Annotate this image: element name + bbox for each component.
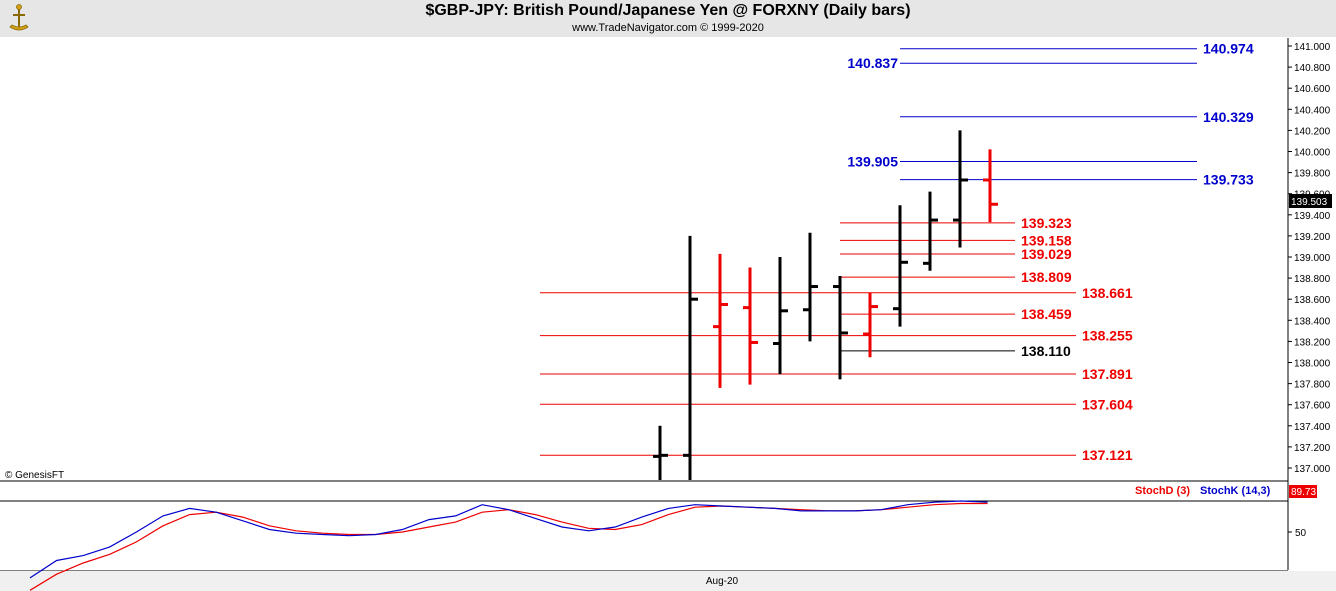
last-price-badge <box>1289 194 1332 208</box>
copyright-label: © GenesisFT <box>5 470 64 481</box>
ohlc-bar <box>653 425 668 480</box>
last-price-label: 139.503 <box>1291 197 1328 208</box>
stoch-d-legend: StochD (3) <box>1135 485 1190 497</box>
time-axis-band <box>0 571 1336 591</box>
y-tick-label: 137.200 <box>1294 443 1331 454</box>
stoch-last-label: 89.73 <box>1291 487 1316 498</box>
y-tick-label: 138.000 <box>1294 359 1331 370</box>
chart-title: $GBP-JPY: British Pound/Japanese Yen @ F… <box>425 2 911 19</box>
ohlc-bar <box>773 257 788 375</box>
resistance-level-label: 139.905 <box>847 154 898 170</box>
y-tick-label: 139.000 <box>1294 253 1331 264</box>
y-tick-label: 138.600 <box>1294 295 1331 306</box>
y-tick-label: 140.400 <box>1294 105 1331 116</box>
chart-frame <box>0 38 1336 591</box>
ohlc-bar <box>833 275 848 380</box>
ohlc-bar <box>803 232 818 342</box>
y-tick-label: 137.800 <box>1294 380 1331 391</box>
y-tick-label: 140.800 <box>1294 63 1331 74</box>
ohlc-bar <box>683 235 698 480</box>
support-level-label: 137.891 <box>1082 366 1133 382</box>
chart-subtitle: www.TradeNavigator.com © 1999-2020 <box>572 22 764 34</box>
support-level-label: 138.459 <box>1021 306 1072 322</box>
y-tick-label: 137.600 <box>1294 401 1331 412</box>
support-level-label: 138.661 <box>1082 285 1133 301</box>
chart-header <box>0 0 1336 37</box>
y-tick-label: 139.400 <box>1294 211 1331 222</box>
ohlc-bar <box>713 253 728 388</box>
support-level-label: 137.121 <box>1082 447 1133 463</box>
resistance-level-label: 139.733 <box>1203 172 1254 188</box>
pivot-level-label: 138.110 <box>1021 343 1071 359</box>
y-tick-label: 140.600 <box>1294 84 1331 95</box>
y-tick-label: 138.200 <box>1294 337 1331 348</box>
y-tick-label: 139.800 <box>1294 169 1331 180</box>
x-axis-label: Aug-20 <box>706 576 739 587</box>
resistance-level-label: 140.974 <box>1203 41 1254 57</box>
support-level-label: 139.029 <box>1021 246 1072 262</box>
support-level-label: 138.809 <box>1021 269 1072 285</box>
stoch-k-line <box>29 500 988 579</box>
y-tick-label: 140.000 <box>1294 148 1331 159</box>
stoch-k-legend: StochK (14,3) <box>1200 485 1271 497</box>
ohlc-bar <box>743 267 758 385</box>
support-level-label: 137.604 <box>1082 396 1133 412</box>
support-level-label: 139.158 <box>1021 232 1072 248</box>
ohlc-bar <box>923 191 938 271</box>
resistance-level-label: 140.837 <box>847 55 898 71</box>
ohlc-bar <box>983 149 998 223</box>
stoch-tick-label: 50 <box>1295 528 1307 539</box>
ohlc-bar <box>893 205 908 327</box>
ohlc-bar <box>953 130 968 248</box>
y-tick-label: 137.400 <box>1294 422 1331 433</box>
y-tick-label: 138.800 <box>1294 274 1331 285</box>
support-level-label: 139.323 <box>1021 215 1072 231</box>
y-tick-label: 140.200 <box>1294 126 1331 137</box>
trade-navigator-logo-icon <box>9 4 29 31</box>
y-tick-label: 138.400 <box>1294 316 1331 327</box>
ohlc-bar <box>863 292 878 358</box>
y-tick-label: 139.200 <box>1294 232 1331 243</box>
stoch-last-badge <box>1289 485 1317 498</box>
y-tick-label: 141.000 <box>1294 42 1331 53</box>
resistance-level-label: 140.329 <box>1203 109 1254 125</box>
support-level-label: 138.255 <box>1082 328 1133 344</box>
y-tick-label: 137.000 <box>1294 464 1331 475</box>
